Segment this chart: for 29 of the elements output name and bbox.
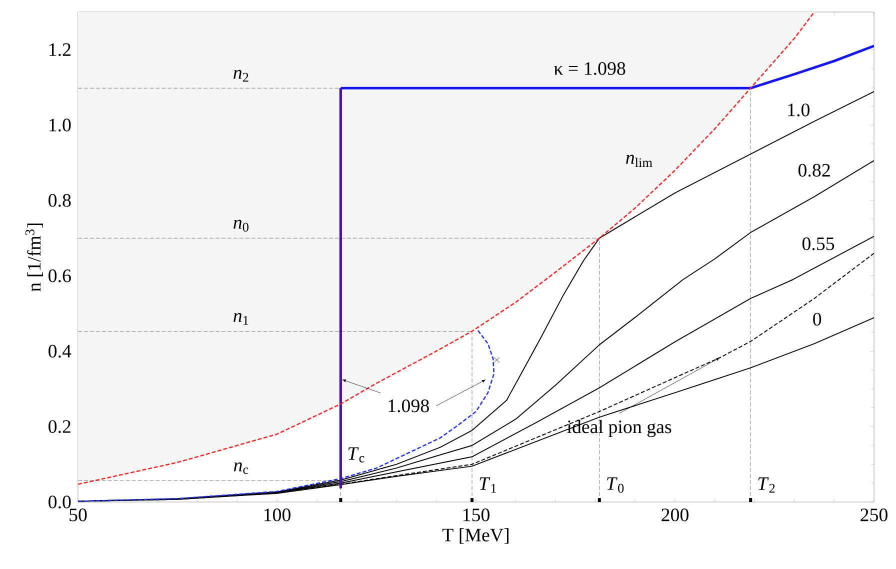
x-axis-title: T [MeV] (442, 528, 508, 544)
ref-line-label: T$_{2}$ (758, 477, 775, 493)
ref-line-label: T$_{1}$ (480, 477, 496, 493)
ref-line-label: T$_{0}$ (607, 477, 624, 493)
y-tick-label: 0.2 (48, 420, 70, 434)
x-tick-label: 100 (264, 508, 290, 522)
y-tick-label: 0.8 (48, 194, 71, 207)
ref-line-label: n$_{0}$ (234, 220, 248, 232)
annotation: 1.098 (388, 399, 429, 412)
ref-line-label: T$_{c}$ (348, 447, 364, 462)
y-axis-title: n [1/fm$^{3}$] (25, 224, 43, 292)
x-tick-label: 250 (860, 508, 888, 522)
series-label: n$_{lim}$ (626, 154, 652, 167)
x-tick-label: 50 (70, 508, 87, 522)
y-tick-label: 0.4 (48, 344, 72, 358)
y-tick-label: 1.0 (49, 118, 71, 132)
y-tick-label: 0.0 (48, 496, 71, 508)
ref-line-label: n$_{c}$ (234, 462, 248, 474)
series-label: 0.55 (802, 237, 834, 250)
y-tick-label: 1.2 (49, 43, 70, 56)
series-label: 0.82 (798, 164, 830, 177)
ref-line-label: n$_{2}$ (234, 70, 248, 82)
series-label: 0 (813, 312, 822, 326)
series-label: 1.0 (788, 104, 810, 116)
x-tick-label: 200 (662, 508, 688, 522)
series-label: κ = 1.098 (554, 62, 626, 75)
y-tick-label: 0.6 (48, 269, 71, 282)
x-tick-label: 150 (463, 508, 490, 522)
ref-line-label: n$_{1}$ (234, 313, 248, 325)
